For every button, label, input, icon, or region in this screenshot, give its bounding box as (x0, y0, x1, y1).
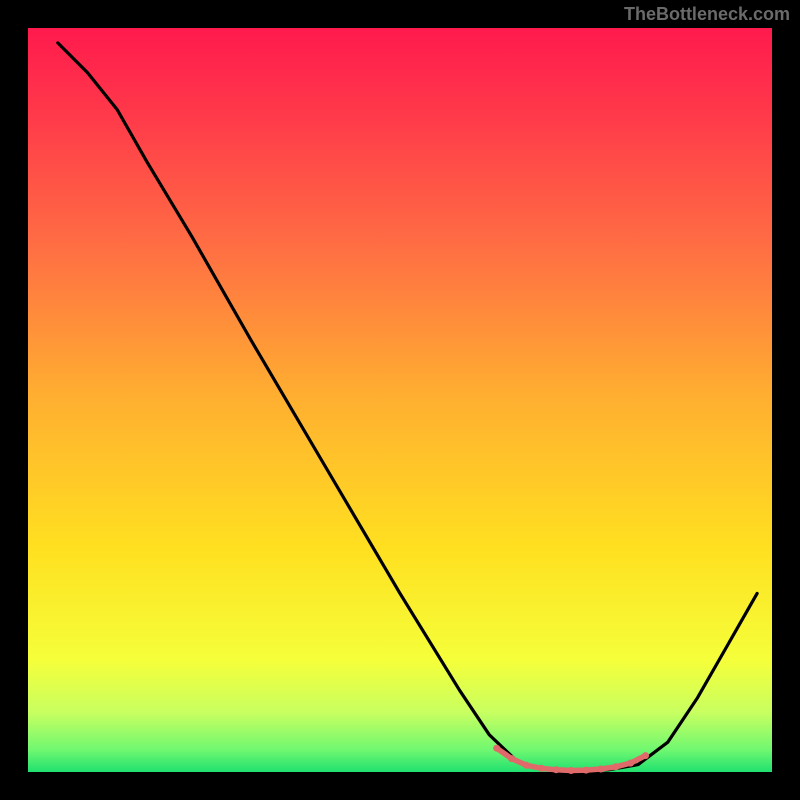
marker-dot (612, 763, 619, 770)
marker-dot (568, 767, 575, 774)
marker-dot (508, 755, 515, 762)
marker-dot (493, 745, 500, 752)
chart-svg (0, 0, 800, 800)
marker-dot (627, 760, 634, 767)
marker-dot (597, 766, 604, 773)
marker-dot (642, 752, 649, 759)
marker-dot (553, 766, 560, 773)
chart-outer-frame: TheBottleneck.com (0, 0, 800, 800)
watermark-text: TheBottleneck.com (624, 4, 790, 25)
marker-dot (523, 762, 530, 769)
marker-dot (538, 765, 545, 772)
marker-dot (583, 767, 590, 774)
plot-background (28, 28, 772, 772)
